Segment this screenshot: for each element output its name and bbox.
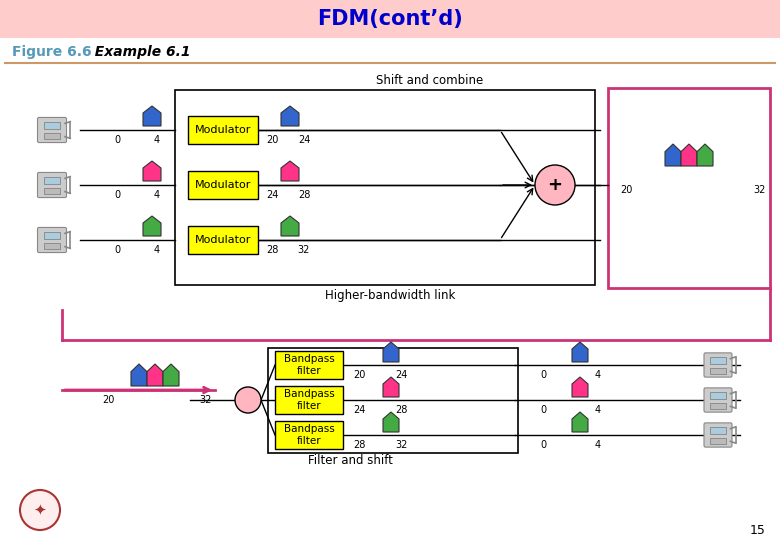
Text: 28: 28: [353, 440, 365, 450]
FancyBboxPatch shape: [275, 421, 343, 449]
Polygon shape: [383, 377, 399, 397]
Text: Shift and combine: Shift and combine: [377, 73, 484, 86]
Text: 4: 4: [154, 190, 160, 200]
Text: Bandpass
filter: Bandpass filter: [284, 424, 335, 446]
Polygon shape: [383, 412, 399, 432]
Text: 4: 4: [154, 135, 160, 145]
Text: 4: 4: [154, 245, 160, 255]
FancyBboxPatch shape: [188, 116, 258, 144]
Polygon shape: [163, 364, 179, 386]
FancyBboxPatch shape: [710, 357, 726, 364]
Text: 24: 24: [353, 405, 365, 415]
FancyBboxPatch shape: [37, 227, 66, 253]
Polygon shape: [131, 364, 147, 386]
Text: 0: 0: [114, 190, 120, 200]
Text: 32: 32: [395, 440, 407, 450]
Polygon shape: [681, 144, 697, 166]
Text: 32: 32: [199, 395, 211, 405]
FancyBboxPatch shape: [275, 351, 343, 379]
Polygon shape: [572, 342, 588, 362]
Text: 0: 0: [114, 245, 120, 255]
Polygon shape: [143, 106, 161, 126]
FancyBboxPatch shape: [37, 172, 66, 198]
Text: Bandpass
filter: Bandpass filter: [284, 389, 335, 411]
Text: 4: 4: [595, 370, 601, 380]
Text: ✦: ✦: [34, 503, 46, 517]
Text: 24: 24: [266, 190, 278, 200]
Text: 28: 28: [266, 245, 278, 255]
FancyBboxPatch shape: [44, 243, 61, 249]
Text: 24: 24: [298, 135, 310, 145]
Polygon shape: [572, 412, 588, 432]
Text: 20: 20: [266, 135, 278, 145]
Polygon shape: [697, 144, 713, 166]
Text: 32: 32: [298, 245, 310, 255]
Text: 4: 4: [595, 440, 601, 450]
FancyBboxPatch shape: [275, 386, 343, 414]
FancyBboxPatch shape: [268, 348, 518, 453]
Text: Higher-bandwidth link: Higher-bandwidth link: [324, 289, 456, 302]
FancyBboxPatch shape: [704, 353, 732, 377]
Text: 20: 20: [102, 395, 114, 405]
FancyBboxPatch shape: [710, 392, 726, 399]
Text: 0: 0: [114, 135, 120, 145]
Polygon shape: [281, 106, 299, 126]
FancyBboxPatch shape: [0, 0, 780, 38]
FancyBboxPatch shape: [37, 117, 66, 143]
Text: 0: 0: [540, 440, 546, 450]
Text: 20: 20: [353, 370, 365, 380]
FancyBboxPatch shape: [710, 368, 726, 374]
FancyBboxPatch shape: [710, 403, 726, 409]
Text: 28: 28: [298, 190, 310, 200]
Polygon shape: [147, 364, 163, 386]
FancyBboxPatch shape: [188, 171, 258, 199]
FancyBboxPatch shape: [710, 427, 726, 434]
Text: 0: 0: [540, 405, 546, 415]
Text: 28: 28: [395, 405, 407, 415]
FancyBboxPatch shape: [44, 133, 61, 139]
Text: Modulator: Modulator: [195, 125, 251, 135]
FancyBboxPatch shape: [704, 423, 732, 447]
Circle shape: [235, 387, 261, 413]
Text: +: +: [548, 176, 562, 194]
Text: Filter and shift: Filter and shift: [307, 454, 392, 467]
FancyBboxPatch shape: [44, 177, 61, 184]
Polygon shape: [281, 161, 299, 181]
Text: 32: 32: [753, 185, 766, 195]
FancyBboxPatch shape: [188, 226, 258, 254]
Text: 24: 24: [395, 370, 407, 380]
FancyBboxPatch shape: [704, 388, 732, 412]
FancyBboxPatch shape: [44, 232, 61, 239]
Text: Modulator: Modulator: [195, 235, 251, 245]
Polygon shape: [383, 342, 399, 362]
Text: FDM(cont’d): FDM(cont’d): [317, 9, 463, 29]
Text: 15: 15: [750, 523, 766, 537]
Text: Bandpass
filter: Bandpass filter: [284, 354, 335, 376]
Circle shape: [535, 165, 575, 205]
Text: Figure 6.6: Figure 6.6: [12, 45, 91, 59]
Text: Example 6.1: Example 6.1: [85, 45, 190, 59]
Polygon shape: [572, 377, 588, 397]
FancyBboxPatch shape: [44, 122, 61, 129]
FancyBboxPatch shape: [710, 438, 726, 444]
Polygon shape: [143, 216, 161, 236]
Polygon shape: [281, 216, 299, 236]
Circle shape: [20, 490, 60, 530]
FancyBboxPatch shape: [608, 88, 770, 288]
Text: 0: 0: [540, 370, 546, 380]
Polygon shape: [665, 144, 681, 166]
FancyBboxPatch shape: [175, 90, 595, 285]
Text: 4: 4: [595, 405, 601, 415]
Text: Modulator: Modulator: [195, 180, 251, 190]
Polygon shape: [143, 161, 161, 181]
FancyBboxPatch shape: [44, 188, 61, 194]
Text: 20: 20: [620, 185, 632, 195]
